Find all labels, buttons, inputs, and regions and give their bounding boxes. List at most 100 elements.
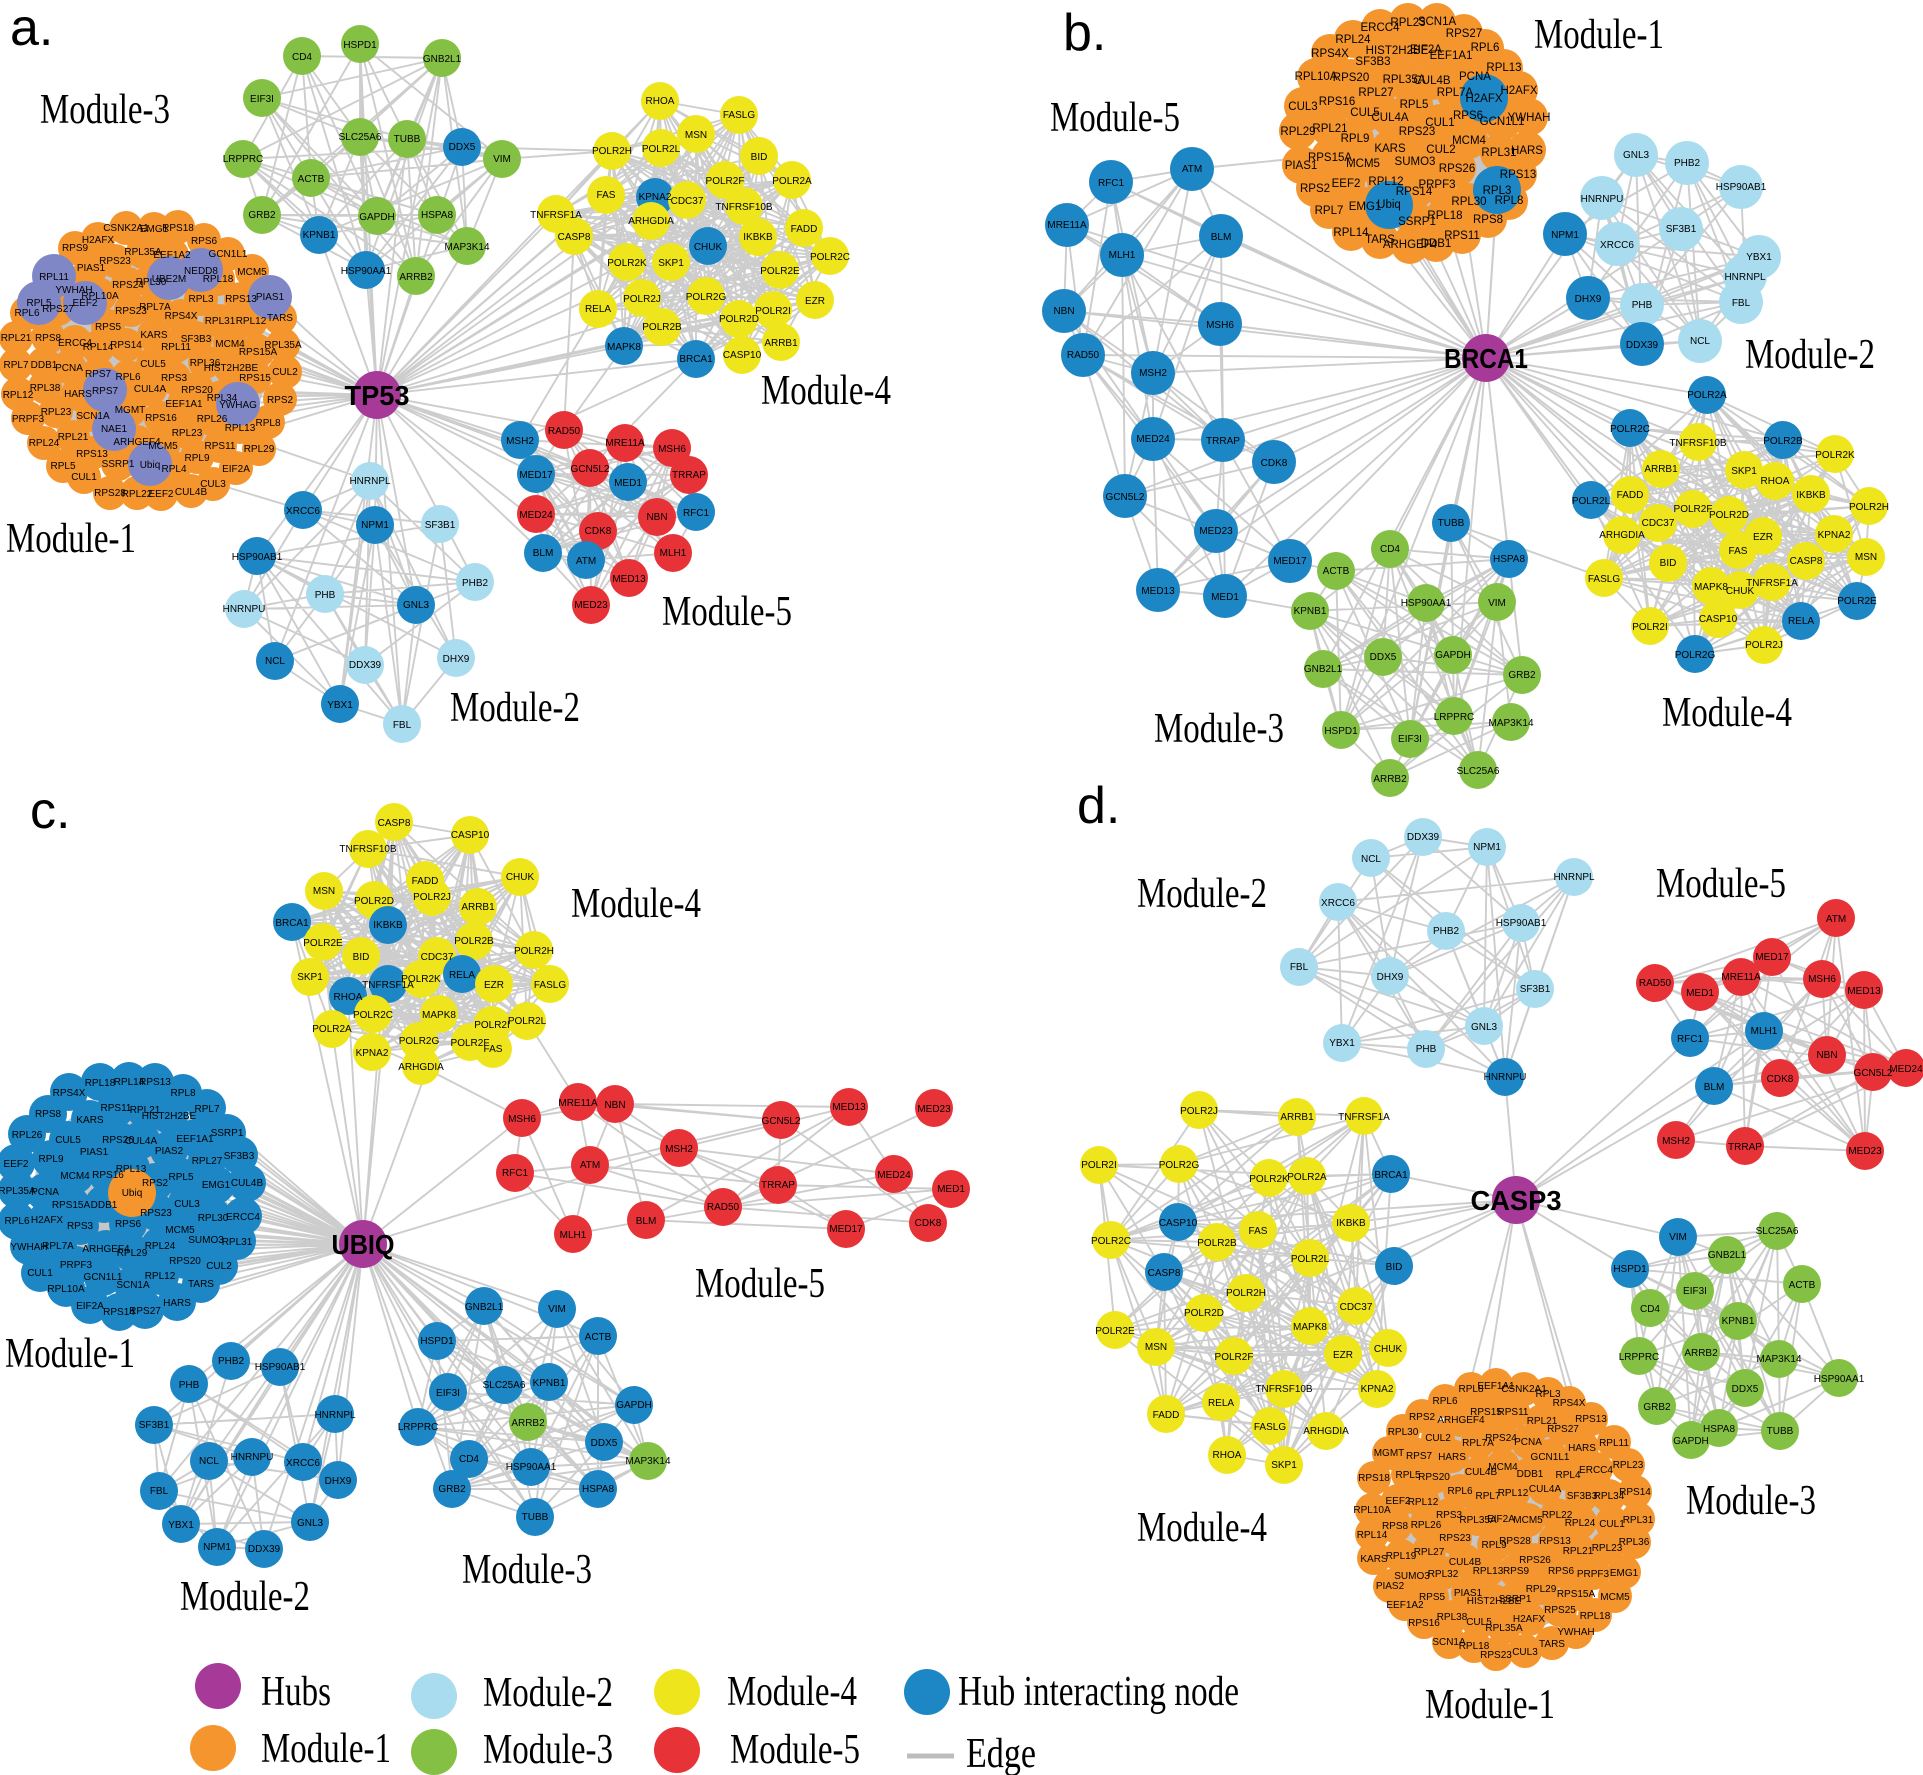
svg-text:SUMO3: SUMO3 xyxy=(1394,1571,1430,1582)
svg-text:ARRB2: ARRB2 xyxy=(399,272,433,283)
svg-text:MGMT: MGMT xyxy=(115,405,146,416)
svg-text:Ubiq: Ubiq xyxy=(1377,199,1401,211)
svg-text:ACTB: ACTB xyxy=(585,1332,612,1343)
svg-text:CDK8: CDK8 xyxy=(1261,458,1288,469)
svg-text:RPL38: RPL38 xyxy=(1437,1612,1468,1623)
svg-text:YWHAH: YWHAH xyxy=(1508,112,1551,124)
svg-text:MED23: MED23 xyxy=(1199,526,1233,537)
svg-text:RPL11: RPL11 xyxy=(161,342,191,353)
svg-text:FAS: FAS xyxy=(1729,546,1748,557)
svg-text:MSH2: MSH2 xyxy=(1662,1136,1690,1147)
svg-text:DHX9: DHX9 xyxy=(1377,972,1404,983)
svg-text:MRE11A: MRE11A xyxy=(558,1098,598,1109)
svg-text:MED23: MED23 xyxy=(917,1104,951,1115)
svg-text:Module-4: Module-4 xyxy=(1662,690,1792,736)
svg-text:EIF3I: EIF3I xyxy=(436,1388,460,1399)
svg-text:RPL7: RPL7 xyxy=(3,360,28,371)
svg-text:RPL18: RPL18 xyxy=(1459,1641,1490,1652)
svg-text:BID: BID xyxy=(1660,558,1677,569)
svg-text:RPS15: RPS15 xyxy=(239,373,271,384)
svg-text:SKP1: SKP1 xyxy=(658,258,684,269)
svg-text:RPL8: RPL8 xyxy=(1495,195,1524,207)
svg-text:CUL2: CUL2 xyxy=(1426,144,1455,156)
svg-text:RPL29: RPL29 xyxy=(1526,1584,1557,1595)
svg-text:FAS: FAS xyxy=(484,1044,503,1055)
svg-text:RPL4: RPL4 xyxy=(161,464,186,475)
svg-text:SSRP1: SSRP1 xyxy=(1499,1594,1532,1605)
svg-text:RPS16: RPS16 xyxy=(1408,1618,1440,1629)
svg-text:RELA: RELA xyxy=(1208,1398,1234,1409)
svg-text:KPNA2: KPNA2 xyxy=(1361,1384,1394,1395)
svg-text:EIF2A: EIF2A xyxy=(222,464,250,475)
svg-text:CUL4A: CUL4A xyxy=(1529,1484,1562,1495)
svg-text:CUL4A: CUL4A xyxy=(134,384,167,395)
svg-text:TNFRSF10B: TNFRSF10B xyxy=(1255,1384,1313,1395)
svg-text:ARHGEF4: ARHGEF4 xyxy=(1437,1415,1485,1426)
svg-text:GNB2L1: GNB2L1 xyxy=(1304,664,1343,675)
svg-text:H2AFX: H2AFX xyxy=(82,235,115,246)
svg-text:ARRB2: ARRB2 xyxy=(511,1418,545,1429)
svg-text:SF3B3: SF3B3 xyxy=(1567,1491,1598,1502)
svg-text:RPL14: RPL14 xyxy=(83,342,114,353)
svg-text:RPL14: RPL14 xyxy=(114,1077,145,1088)
svg-text:BRCA1: BRCA1 xyxy=(679,354,713,365)
svg-text:EEF2: EEF2 xyxy=(1385,1496,1410,1507)
svg-text:BLM: BLM xyxy=(533,548,554,559)
svg-text:LRPPRC: LRPPRC xyxy=(1434,712,1475,723)
svg-text:RPL8: RPL8 xyxy=(170,1088,195,1099)
svg-text:RPS11: RPS11 xyxy=(1444,230,1480,242)
svg-text:EZR: EZR xyxy=(1333,1350,1353,1361)
svg-text:XRCC6: XRCC6 xyxy=(1600,240,1634,251)
svg-text:POLR2B: POLR2B xyxy=(642,322,682,333)
svg-text:EEF1A1: EEF1A1 xyxy=(176,1134,214,1145)
svg-text:HARS: HARS xyxy=(163,1298,191,1309)
svg-text:YBX1: YBX1 xyxy=(168,1520,194,1531)
svg-text:RPL19: RPL19 xyxy=(1386,1551,1417,1562)
svg-text:RPS6: RPS6 xyxy=(191,236,218,247)
svg-text:POLR2E: POLR2E xyxy=(303,938,343,949)
svg-text:SLC25A6: SLC25A6 xyxy=(1457,766,1500,777)
svg-text:CUL1: CUL1 xyxy=(27,1268,53,1279)
svg-text:CASP10: CASP10 xyxy=(723,350,762,361)
svg-text:Module-4: Module-4 xyxy=(571,881,701,927)
svg-text:TRRAP: TRRAP xyxy=(1206,436,1240,447)
svg-text:RPS23: RPS23 xyxy=(140,1208,172,1219)
svg-text:RPS8: RPS8 xyxy=(1382,1521,1409,1532)
svg-text:RPL35A: RPL35A xyxy=(264,340,302,351)
svg-text:MED23: MED23 xyxy=(1848,1146,1882,1157)
svg-text:IKBKB: IKBKB xyxy=(373,920,403,931)
svg-text:TNFRSF10B: TNFRSF10B xyxy=(1669,438,1727,449)
svg-text:RPL6: RPL6 xyxy=(4,1216,29,1227)
svg-text:GNB2L1: GNB2L1 xyxy=(423,54,462,65)
svg-text:GCN1L1: GCN1L1 xyxy=(209,249,248,260)
svg-text:Module-3: Module-3 xyxy=(483,1727,613,1773)
svg-text:RPL23: RPL23 xyxy=(1592,1543,1623,1554)
svg-text:CUL4B: CUL4B xyxy=(175,487,208,498)
svg-text:RPL6: RPL6 xyxy=(1447,1486,1472,1497)
svg-text:MLH1: MLH1 xyxy=(1751,1026,1778,1037)
svg-text:KPNA2: KPNA2 xyxy=(639,192,672,203)
svg-text:UBIQ: UBIQ xyxy=(332,1229,395,1260)
svg-text:RPL10A: RPL10A xyxy=(47,1284,85,1295)
svg-text:RPL12: RPL12 xyxy=(1368,176,1403,188)
svg-text:Module-1: Module-1 xyxy=(6,516,136,562)
svg-text:MSH6: MSH6 xyxy=(508,1114,536,1125)
svg-text:RPL23: RPL23 xyxy=(172,428,203,439)
svg-text:MSH2: MSH2 xyxy=(665,1144,693,1155)
svg-text:NCL: NCL xyxy=(199,1456,219,1467)
svg-text:MED1: MED1 xyxy=(1686,988,1714,999)
svg-text:RPL10A: RPL10A xyxy=(81,291,119,302)
svg-text:YWHAH: YWHAH xyxy=(10,1242,47,1253)
svg-text:KPNB1: KPNB1 xyxy=(303,230,336,241)
svg-text:EEF1A1: EEF1A1 xyxy=(1477,1381,1515,1392)
svg-text:MCM4: MCM4 xyxy=(60,1171,90,1182)
svg-text:H2AFX: H2AFX xyxy=(1500,85,1537,97)
svg-text:TARS: TARS xyxy=(1539,1639,1565,1650)
svg-text:POLR2A: POLR2A xyxy=(1287,1172,1327,1183)
svg-text:POLR2J: POLR2J xyxy=(1745,640,1783,651)
svg-text:POLR2C: POLR2C xyxy=(353,1010,393,1021)
svg-text:CDK8: CDK8 xyxy=(1767,1074,1794,1085)
svg-text:MAPK8: MAPK8 xyxy=(1694,582,1728,593)
svg-text:RPS20: RPS20 xyxy=(1418,1472,1450,1483)
svg-text:RPL29: RPL29 xyxy=(117,1248,148,1259)
